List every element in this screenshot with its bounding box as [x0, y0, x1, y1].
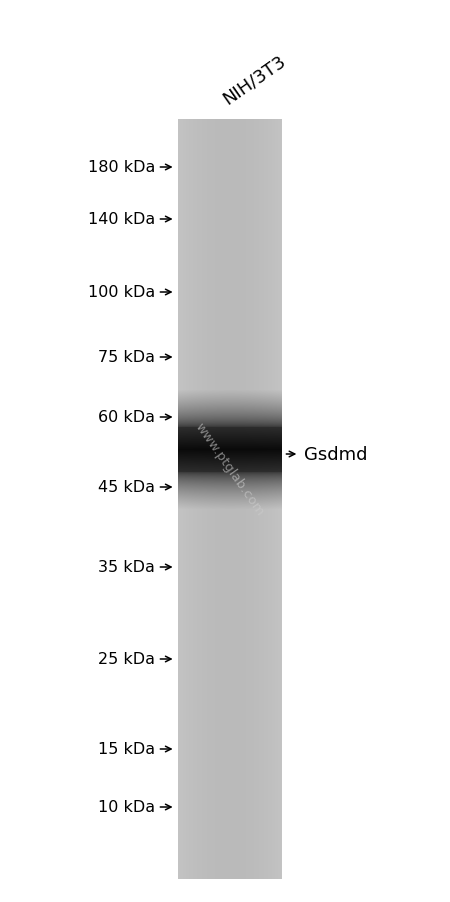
Text: 180 kDa: 180 kDa — [88, 161, 155, 175]
Text: 35 kDa: 35 kDa — [99, 560, 155, 575]
Text: 100 kDa: 100 kDa — [88, 285, 155, 300]
Text: 25 kDa: 25 kDa — [98, 652, 155, 667]
Text: 140 kDa: 140 kDa — [88, 212, 155, 227]
Text: 75 kDa: 75 kDa — [98, 350, 155, 365]
Text: 10 kDa: 10 kDa — [98, 799, 155, 815]
Text: 15 kDa: 15 kDa — [98, 741, 155, 757]
Text: NIH/3T3: NIH/3T3 — [219, 51, 289, 108]
Text: 45 kDa: 45 kDa — [98, 480, 155, 495]
Text: Gsdmd: Gsdmd — [304, 446, 367, 464]
Text: 60 kDa: 60 kDa — [98, 410, 155, 425]
Text: www.ptglab.com: www.ptglab.com — [193, 420, 266, 518]
